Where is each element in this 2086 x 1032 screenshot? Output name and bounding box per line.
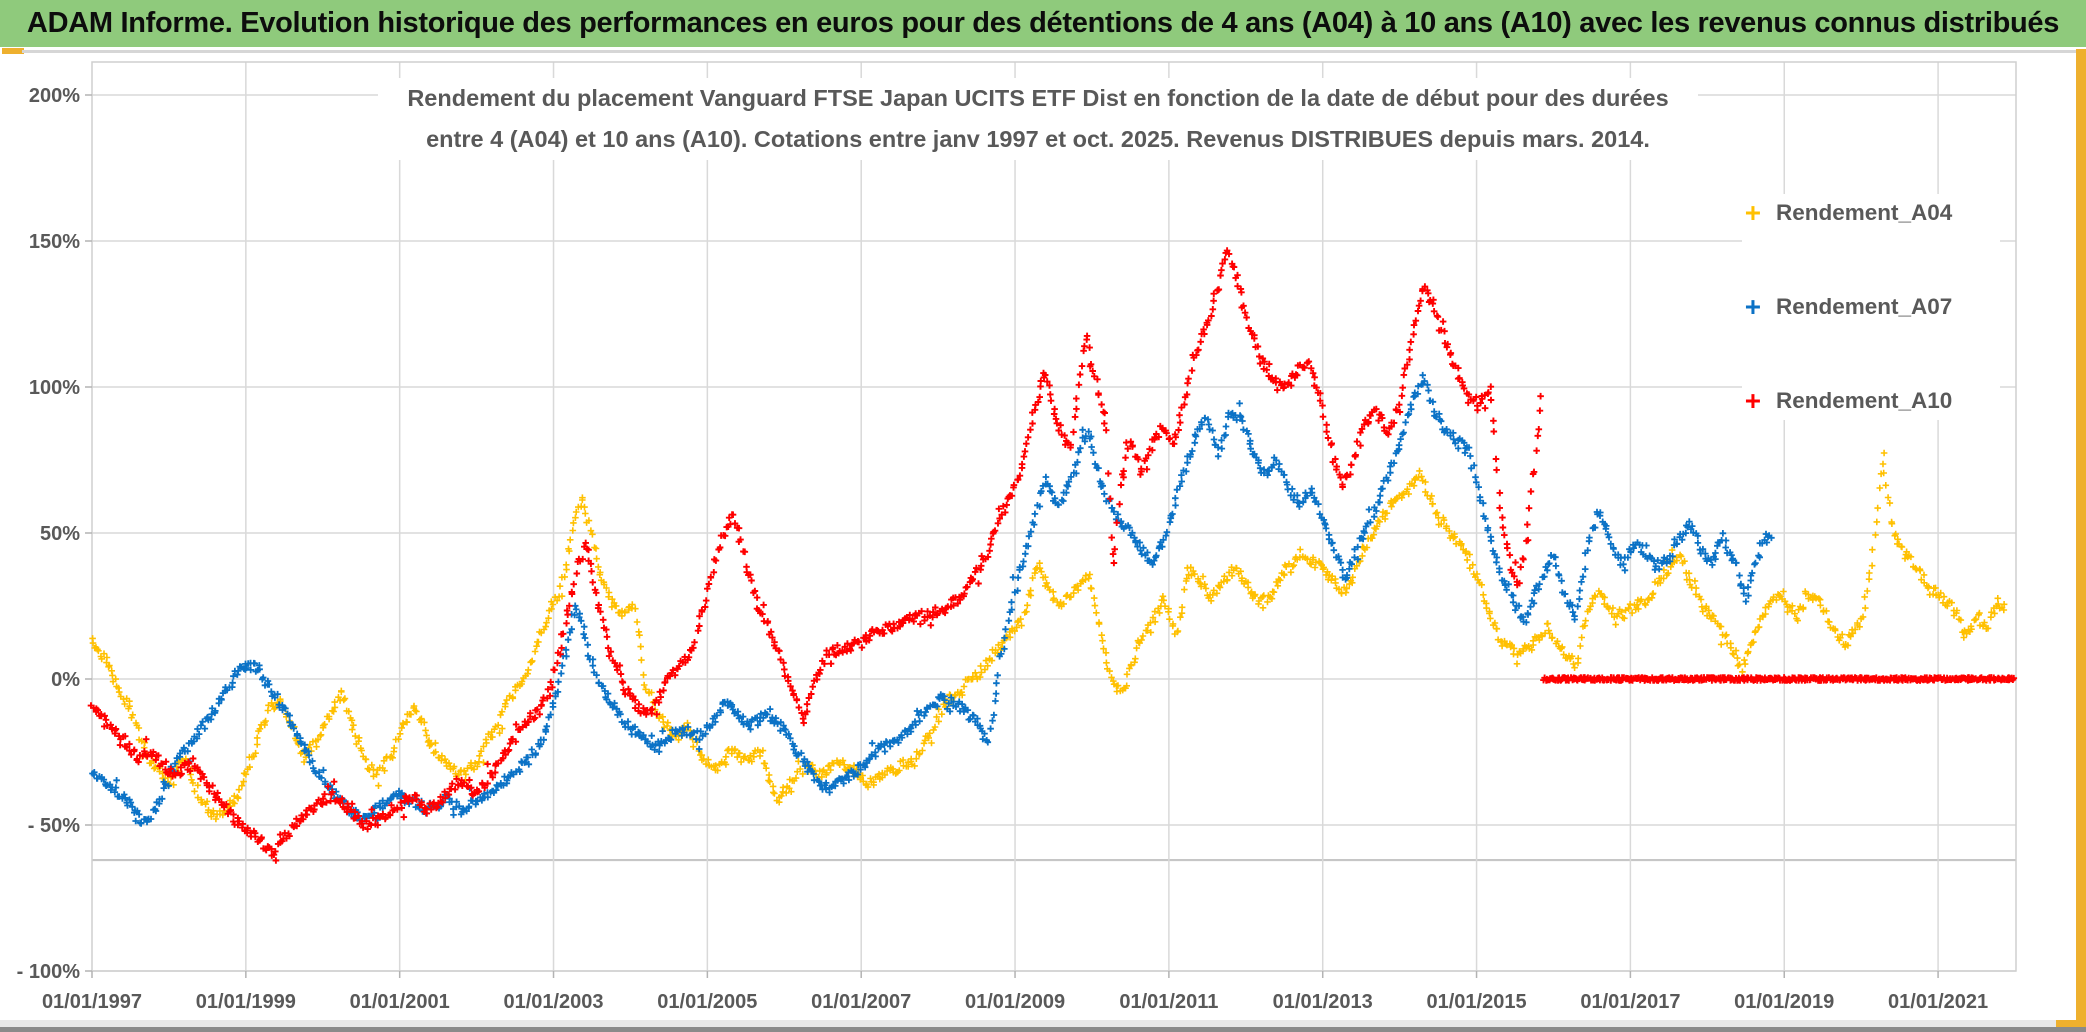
chart-title: Rendement du placement Vanguard FTSE Jap… xyxy=(378,78,1698,160)
plus-marker-icon: + xyxy=(1745,198,1761,228)
x-axis-label: 01/01/2011 xyxy=(1119,991,1218,1013)
plus-marker-icon: + xyxy=(1745,292,1761,322)
page-title: ADAM Informe. Evolution historique des p… xyxy=(26,7,2060,39)
legend-label: Rendement_A04 xyxy=(1776,200,1953,225)
y-axis-label: - 50% xyxy=(28,815,80,837)
y-axis-label: 100% xyxy=(29,377,80,399)
series-rendement_a04 xyxy=(89,449,2008,823)
x-axis-label: 01/01/2001 xyxy=(350,991,450,1013)
x-axis-label: 01/01/1997 xyxy=(42,991,142,1013)
legend-item-rendement_a10[interactable]: + Rendement_A10 xyxy=(1742,388,2000,414)
plus-marker-icon: + xyxy=(1745,386,1761,416)
series-rendement_a07 xyxy=(89,371,1775,827)
chart-title-line2: entre 4 (A04) et 10 ans (A10). Cotations… xyxy=(426,126,1650,152)
bottom-edge xyxy=(0,1027,2086,1032)
legend-label: Rendement_A07 xyxy=(1776,294,1953,319)
title-separator xyxy=(22,50,2076,53)
y-axis-label: - 100% xyxy=(17,961,81,983)
x-axis-label: 01/01/2009 xyxy=(965,991,1065,1013)
x-axis-label: 01/01/2005 xyxy=(657,991,757,1013)
y-axis-label: 50% xyxy=(40,523,80,545)
x-axis-label: 01/01/2017 xyxy=(1580,991,1680,1013)
x-axis-label: 01/01/1999 xyxy=(196,991,296,1013)
x-axis-label: 01/01/2021 xyxy=(1888,991,1988,1013)
legend-item-rendement_a07[interactable]: + Rendement_A07 xyxy=(1742,294,2000,320)
gold-border-right xyxy=(2076,49,2086,1027)
legend: + Rendement_A04 + Rendement_A07 + Rendement_A… xyxy=(1742,194,2000,420)
series-rendement_a10 xyxy=(87,247,2018,864)
legend-item-rendement_a04[interactable]: + Rendement_A04 xyxy=(1742,200,2000,226)
title-bar: ADAM Informe. Evolution historique des p… xyxy=(0,0,2086,47)
x-axis-label: 01/01/2003 xyxy=(503,991,603,1013)
x-axis-label: 01/01/2007 xyxy=(811,991,911,1013)
legend-label: Rendement_A10 xyxy=(1776,388,1953,413)
chart-title-line1: Rendement du placement Vanguard FTSE Jap… xyxy=(407,85,1669,111)
y-axis-label: 150% xyxy=(29,231,80,253)
y-axis-label: 200% xyxy=(29,85,80,107)
gold-accent-bottom-right xyxy=(2056,1020,2086,1028)
x-axis-label: 01/01/2013 xyxy=(1273,991,1373,1013)
x-axis-label: 01/01/2015 xyxy=(1427,991,1527,1013)
x-axis-label: 01/01/2019 xyxy=(1734,991,1834,1013)
y-axis-label: 0% xyxy=(51,669,80,691)
gold-accent-left xyxy=(2,48,24,54)
bottom-band xyxy=(0,1020,2086,1027)
